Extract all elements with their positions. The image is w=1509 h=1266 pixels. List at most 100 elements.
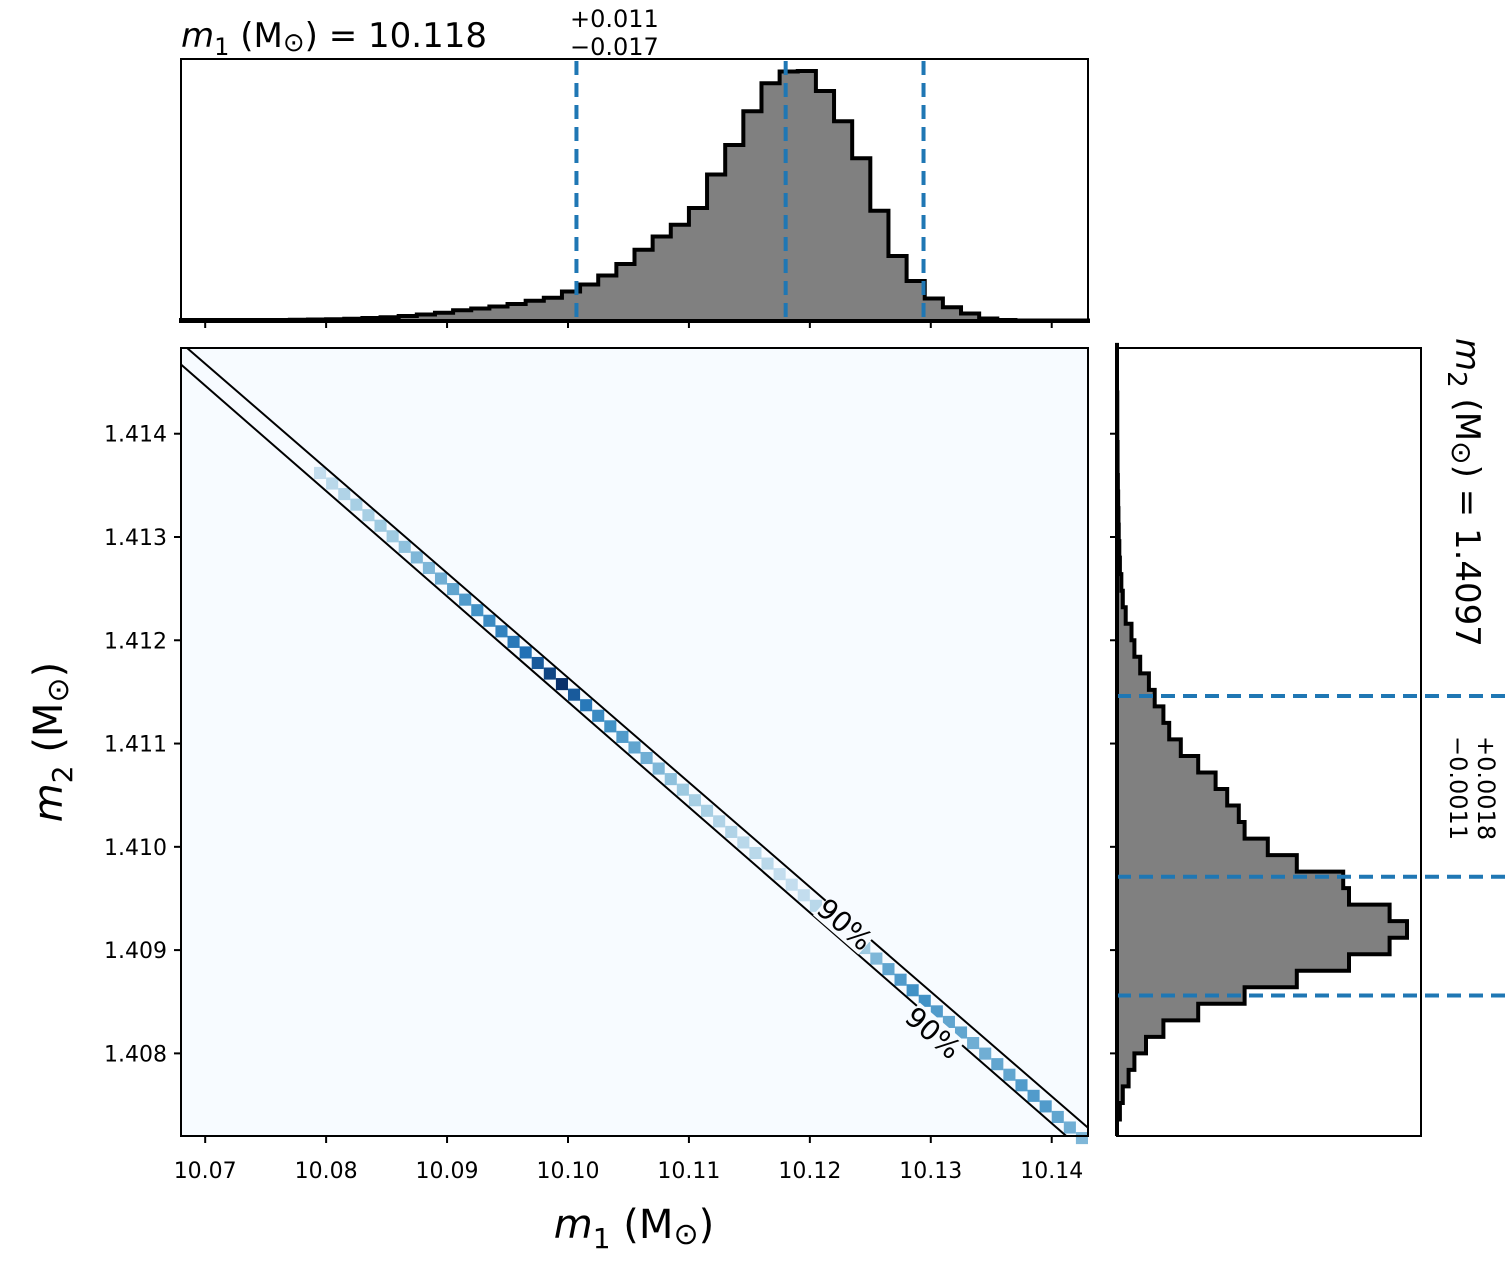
heatmap-cell: [483, 614, 496, 627]
x-tick-label-5: 10.12: [778, 1159, 841, 1184]
x-tick-label-0: 10.07: [174, 1159, 237, 1184]
y-tick-label-0: 1.408: [104, 1042, 167, 1067]
y-tick-label-4: 1.412: [104, 629, 167, 654]
joint-panel: 90%90% 10.07 10.08 10.09 10.10 10.11 10.12 10.…: [26, 347, 1089, 1255]
heatmap-cell: [398, 540, 411, 553]
m2-upper-error: +0.0018: [1472, 736, 1500, 840]
heatmap-cell: [761, 857, 774, 870]
contour-label-bg: [813, 894, 877, 955]
heatmap-cell: [942, 1015, 955, 1028]
y-tick-label-6: 1.414: [104, 423, 167, 448]
m1-marginal-ticks: [204, 321, 1053, 328]
y-tick-label-1: 1.409: [104, 939, 167, 964]
heatmap-cell: [567, 688, 581, 701]
heatmap-cell: [555, 678, 568, 691]
heatmap-cell: [688, 794, 702, 807]
heatmap-cell: [338, 488, 351, 501]
heatmap-cell: [664, 773, 677, 786]
y-tick-label-5: 1.413: [104, 526, 167, 551]
heatmap-cell: [991, 1058, 1004, 1071]
heatmap-cell: [1051, 1110, 1064, 1123]
x-tick-label-1: 10.08: [295, 1159, 358, 1184]
heatmap-cell: [652, 762, 665, 775]
heatmap-cell: [350, 498, 363, 511]
contour-90-0: [186, 347, 1089, 1129]
heatmap-cell: [434, 572, 448, 585]
heatmap-cell: [882, 963, 895, 976]
x-tick-label-7: 10.14: [1020, 1159, 1083, 1184]
m2-marginal-title: m2 (M⊙) = 1.4097 +0.0018 −0.0011: [1441, 338, 1500, 840]
heatmap-cell: [725, 825, 738, 838]
heatmap-cell: [894, 973, 907, 986]
heatmap-cell: [749, 846, 762, 860]
x-axis-ticks: 10.07 10.08 10.09 10.10 10.11 10.12 10.13 10.14: [174, 1136, 1083, 1184]
heatmap-cell: [640, 751, 653, 765]
heatmap-cell: [870, 952, 883, 965]
heatmap-cell: [713, 815, 726, 828]
m1-marginal-title: m1 (M⊙) = 10.118: [181, 16, 487, 61]
heatmap-cell: [737, 836, 750, 849]
heatmap-cell: [773, 868, 786, 881]
m1-histogram-step: [179, 69, 1090, 323]
svg-text:m2 (M⊙) = 1.4097: m2 (M⊙) = 1.4097: [1441, 338, 1487, 647]
x-axis-label: m1 (M⊙): [554, 1202, 714, 1255]
m1-upper-error: +0.011: [570, 5, 659, 33]
heatmap-cell: [797, 889, 810, 902]
heatmap-cell: [519, 646, 532, 659]
x-tick-label-2: 10.09: [416, 1159, 479, 1184]
y-tick-label-3: 1.411: [104, 733, 167, 758]
heatmap-cell: [1015, 1079, 1028, 1092]
contour-label-bg: [901, 1002, 966, 1063]
heatmap-cell: [459, 593, 472, 606]
m2-histogram: [1115, 342, 1409, 1136]
heatmap-cell: [374, 519, 387, 532]
heatmap-cell: [386, 530, 399, 543]
m1-marginal-panel: m1 (M⊙) = 10.118 +0.011 −0.017: [179, 5, 1090, 328]
heatmap-cell: [930, 1005, 943, 1018]
heatmap-cell: [676, 783, 689, 796]
heatmap-cell: [495, 625, 508, 638]
heatmap-cell: [543, 667, 556, 680]
heatmap-cell: [447, 583, 460, 596]
heatmap-cell: [1003, 1068, 1016, 1081]
heatmap-cell: [592, 709, 605, 722]
heatmap-cell: [362, 509, 375, 522]
heatmap-cell: [616, 730, 629, 743]
heatmap-cell: [314, 466, 327, 480]
heatmap-cell: [471, 604, 484, 617]
m1-lower-error: −0.017: [570, 33, 659, 61]
heatmap-cell: [1075, 1132, 1088, 1145]
heatmap-cell: [1027, 1089, 1040, 1102]
heatmap-cell: [906, 984, 919, 997]
m2-marginal-panel: m2 (M⊙) = 1.4097 +0.0018 −0.0011: [1110, 338, 1509, 1137]
heatmap-cell: [1039, 1100, 1052, 1113]
heatmap-cell: [701, 804, 714, 817]
heatmap-cell: [979, 1047, 992, 1060]
heatmap-cell: [1063, 1121, 1076, 1134]
heatmap-cell: [785, 878, 798, 891]
heatmap-cell: [507, 635, 520, 648]
x-tick-label-6: 10.13: [899, 1159, 962, 1184]
x-tick-label-4: 10.11: [657, 1159, 720, 1184]
y-tick-label-2: 1.410: [104, 836, 167, 861]
y-axis-ticks: 1.408 1.409 1.410 1.411 1.412 1.413 1.414: [104, 423, 181, 1067]
m2-lower-error: −0.0011: [1444, 736, 1472, 840]
x-tick-label-3: 10.10: [536, 1159, 599, 1184]
joint-frame: [180, 347, 1089, 1137]
heatmap-cell: [967, 1037, 980, 1050]
heatmap-cell: [918, 994, 931, 1007]
heatmap-cell: [410, 551, 423, 564]
heatmap-cell: [954, 1026, 968, 1039]
heatmap-cell: [531, 656, 544, 670]
heatmap-cell: [422, 561, 435, 575]
m2-marginal-ticks: [1110, 432, 1117, 1055]
heatmap-cell: [604, 720, 617, 733]
m2-histogram-step: [1115, 342, 1409, 1136]
y-axis-label: m2 (M⊙): [26, 662, 79, 822]
m1-marginal-frame: [180, 58, 1089, 322]
m1-histogram: [179, 69, 1090, 323]
heatmap-cell: [580, 699, 593, 712]
heatmap-cell: [628, 741, 641, 754]
heatmap-cell: [326, 477, 339, 490]
